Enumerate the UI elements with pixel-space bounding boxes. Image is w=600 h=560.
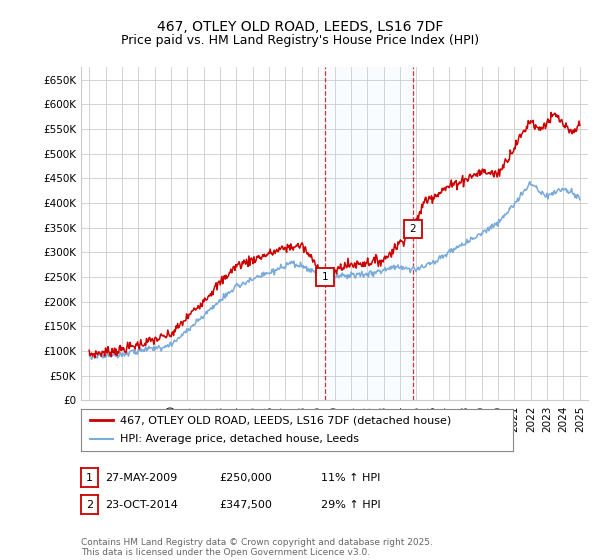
- Text: £250,000: £250,000: [219, 473, 272, 483]
- Text: 11% ↑ HPI: 11% ↑ HPI: [321, 473, 380, 483]
- Text: 2: 2: [86, 500, 93, 510]
- Text: 27-MAY-2009: 27-MAY-2009: [105, 473, 177, 483]
- Text: 2: 2: [410, 224, 416, 234]
- Text: 467, OTLEY OLD ROAD, LEEDS, LS16 7DF (detached house): 467, OTLEY OLD ROAD, LEEDS, LS16 7DF (de…: [120, 415, 451, 425]
- Text: Contains HM Land Registry data © Crown copyright and database right 2025.
This d: Contains HM Land Registry data © Crown c…: [81, 538, 433, 557]
- Text: 29% ↑ HPI: 29% ↑ HPI: [321, 500, 380, 510]
- Text: 23-OCT-2014: 23-OCT-2014: [105, 500, 178, 510]
- Text: 1: 1: [322, 272, 328, 282]
- Text: 1: 1: [86, 473, 93, 483]
- Text: HPI: Average price, detached house, Leeds: HPI: Average price, detached house, Leed…: [120, 435, 359, 445]
- Text: Price paid vs. HM Land Registry's House Price Index (HPI): Price paid vs. HM Land Registry's House …: [121, 34, 479, 46]
- Text: 467, OTLEY OLD ROAD, LEEDS, LS16 7DF: 467, OTLEY OLD ROAD, LEEDS, LS16 7DF: [157, 20, 443, 34]
- Text: £347,500: £347,500: [219, 500, 272, 510]
- Bar: [325, 67, 413, 400]
